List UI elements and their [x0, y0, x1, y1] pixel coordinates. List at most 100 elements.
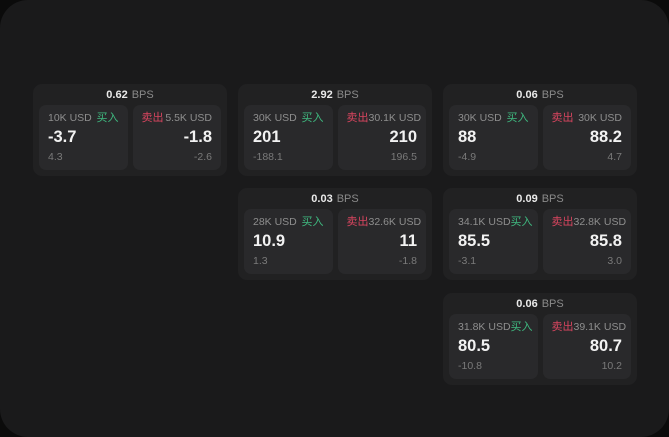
buy-price: 85.5 — [458, 232, 491, 250]
buy-price: 201 — [253, 128, 281, 146]
buy-panel[interactable]: 31.8K USD 买入 80.5 -10.8 — [449, 314, 538, 379]
sell-price: 210 — [389, 128, 417, 146]
spread-value: 0.09 — [516, 193, 538, 205]
buy-price: 10.9 — [253, 232, 286, 250]
spread-header: 0.09 BPS — [443, 188, 637, 209]
buy-delta: -4.9 — [458, 151, 477, 163]
sell-panel[interactable]: 卖出 30K USD 88.2 4.7 — [542, 105, 631, 170]
bps-unit-label: BPS — [541, 298, 564, 310]
spread-value: 0.06 — [516, 89, 538, 101]
spread-value: 0.62 — [106, 89, 128, 101]
buy-delta: 1.3 — [253, 255, 268, 267]
buy-panel[interactable]: 28K USD 买入 10.9 1.3 — [244, 209, 333, 274]
sell-amount: 30K USD — [578, 112, 622, 124]
buy-amount: 28K USD — [253, 216, 297, 228]
buy-panel[interactable]: 10K USD 买入 -3.7 4.3 — [39, 105, 128, 170]
quote-card: 0.06 BPS 30K USD 买入 88 -4.9 卖出 30K USD 88… — [443, 84, 637, 176]
spread-header: 0.03 BPS — [238, 188, 432, 209]
buy-side-label: 买入 — [301, 216, 324, 228]
buy-amount: 31.8K USD — [458, 321, 511, 333]
sell-panel[interactable]: 卖出 5.5K USD -1.8 -2.6 — [132, 105, 221, 170]
sell-amount: 5.5K USD — [165, 112, 212, 124]
sell-panel[interactable]: 卖出 30.1K USD 210 196.5 — [337, 105, 426, 170]
buy-panel[interactable]: 34.1K USD 买入 85.5 -3.1 — [449, 209, 538, 274]
sell-panel-top: 卖出 5.5K USD — [142, 112, 213, 125]
bps-unit-label: BPS — [336, 193, 359, 205]
sell-side-label: 卖出 — [551, 112, 574, 124]
sell-panel[interactable]: 卖出 32.8K USD 85.8 3.0 — [542, 209, 631, 274]
panels-row: 30K USD 买入 88 -4.9 卖出 30K USD 88.2 4.7 — [443, 105, 637, 176]
buy-panel-top: 31.8K USD 买入 — [458, 321, 533, 334]
quote-card: 0.62 BPS 10K USD 买入 -3.7 4.3 卖出 5.5K USD … — [33, 84, 227, 176]
bps-unit-label: BPS — [541, 89, 564, 101]
spread-header: 0.06 BPS — [443, 84, 637, 105]
sell-side-label: 卖出 — [141, 112, 164, 124]
sell-price: 80.7 — [589, 337, 622, 355]
buy-panel-top: 30K USD 买入 — [253, 112, 324, 125]
panels-row: 31.8K USD 买入 80.5 -10.8 卖出 39.1K USD 80.… — [443, 314, 637, 385]
sell-panel-top: 卖出 32.6K USD — [346, 216, 422, 229]
sell-panel-top: 卖出 32.8K USD — [551, 216, 627, 229]
sell-delta: 4.7 — [607, 151, 622, 163]
sell-side-label: 卖出 — [346, 216, 369, 228]
buy-delta: 4.3 — [48, 151, 63, 163]
sell-panel[interactable]: 卖出 32.6K USD 11 -1.8 — [337, 209, 426, 274]
panels-row: 28K USD 买入 10.9 1.3 卖出 32.6K USD 11 -1.8 — [238, 209, 432, 280]
buy-price: 88 — [458, 128, 477, 146]
bps-unit-label: BPS — [541, 193, 564, 205]
buy-panel-top: 28K USD 买入 — [253, 216, 324, 229]
buy-panel[interactable]: 30K USD 买入 201 -188.1 — [244, 105, 333, 170]
buy-side-label: 买入 — [510, 216, 533, 228]
sell-panel-top: 卖出 30K USD — [552, 112, 623, 125]
buy-panel[interactable]: 30K USD 买入 88 -4.9 — [449, 105, 538, 170]
panels-row: 10K USD 买入 -3.7 4.3 卖出 5.5K USD -1.8 -2.… — [33, 105, 227, 176]
buy-amount: 30K USD — [253, 112, 297, 124]
sell-delta: 3.0 — [607, 255, 622, 267]
sell-amount: 32.6K USD — [368, 216, 422, 228]
sell-amount: 30.1K USD — [368, 112, 422, 124]
sell-side-label: 卖出 — [346, 112, 369, 124]
bps-unit-label: BPS — [336, 89, 359, 101]
buy-side-label: 买入 — [301, 112, 324, 124]
sell-amount: 39.1K USD — [573, 321, 627, 333]
spread-value: 0.03 — [311, 193, 333, 205]
buy-delta: -3.1 — [458, 255, 477, 267]
spread-value: 0.06 — [516, 298, 538, 310]
spread-header: 0.62 BPS — [33, 84, 227, 105]
bps-unit-label: BPS — [131, 89, 154, 101]
panels-row: 34.1K USD 买入 85.5 -3.1 卖出 32.8K USD 85.8… — [443, 209, 637, 280]
quote-card: 0.06 BPS 31.8K USD 买入 80.5 -10.8 卖出 39.1K… — [443, 293, 637, 385]
sell-delta: -1.8 — [398, 255, 417, 267]
buy-panel-top: 34.1K USD 买入 — [458, 216, 533, 229]
sell-side-label: 卖出 — [551, 321, 574, 333]
buy-price: 80.5 — [458, 337, 491, 355]
panels-row: 30K USD 买入 201 -188.1 卖出 30.1K USD 210 1… — [238, 105, 432, 176]
spread-header: 2.92 BPS — [238, 84, 432, 105]
sell-delta: 10.2 — [601, 360, 622, 372]
sell-side-label: 卖出 — [551, 216, 574, 228]
buy-amount: 10K USD — [48, 112, 92, 124]
sell-price: 88.2 — [589, 128, 622, 146]
buy-amount: 34.1K USD — [458, 216, 511, 228]
sell-amount: 32.8K USD — [573, 216, 627, 228]
buy-delta: -10.8 — [458, 360, 482, 372]
quote-card: 2.92 BPS 30K USD 买入 201 -188.1 卖出 30.1K U… — [238, 84, 432, 176]
sell-price: 85.8 — [589, 232, 622, 250]
spread-value: 2.92 — [311, 89, 333, 101]
buy-price: -3.7 — [48, 128, 77, 146]
spread-header: 0.06 BPS — [443, 293, 637, 314]
buy-panel-top: 30K USD 买入 — [458, 112, 529, 125]
sell-price: -1.8 — [183, 128, 212, 146]
buy-delta: -188.1 — [253, 151, 283, 163]
buy-side-label: 买入 — [506, 112, 529, 124]
buy-side-label: 买入 — [96, 112, 119, 124]
buy-amount: 30K USD — [458, 112, 502, 124]
buy-panel-top: 10K USD 买入 — [48, 112, 119, 125]
sell-delta: -2.6 — [193, 151, 212, 163]
sell-panel[interactable]: 卖出 39.1K USD 80.7 10.2 — [542, 314, 631, 379]
quote-card: 0.09 BPS 34.1K USD 买入 85.5 -3.1 卖出 32.8K … — [443, 188, 637, 280]
quote-card: 0.03 BPS 28K USD 买入 10.9 1.3 卖出 32.6K USD… — [238, 188, 432, 280]
sell-delta: 196.5 — [390, 151, 417, 163]
sell-panel-top: 卖出 39.1K USD — [551, 321, 627, 334]
